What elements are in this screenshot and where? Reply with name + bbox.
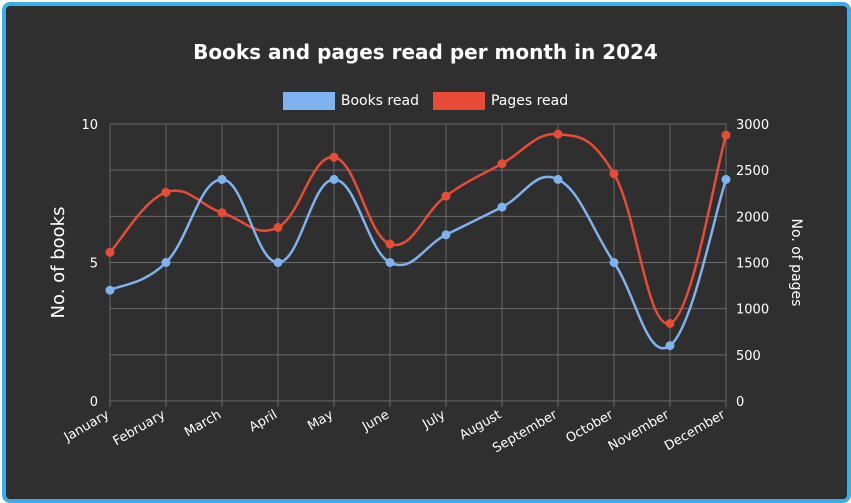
legend-item-books[interactable]: Books read — [282, 92, 419, 110]
legend-label-pages: Pages read — [490, 93, 569, 109]
data-point-books — [441, 230, 451, 240]
y-axis-title-left: No. of books — [48, 207, 69, 319]
data-point-pages — [385, 239, 395, 249]
data-point-books — [217, 174, 227, 184]
y-left-tick-label: 5 — [90, 257, 98, 272]
data-point-books — [329, 174, 339, 184]
data-point-pages — [441, 191, 451, 201]
y-right-tick-label: 3000 — [736, 118, 769, 133]
x-tick-label: September — [490, 407, 560, 456]
data-point-books — [497, 202, 507, 212]
chart-title: Books and pages read per month in 2024 — [193, 40, 658, 64]
data-point-books — [609, 258, 619, 267]
data-point-pages — [497, 159, 507, 169]
data-point-pages — [105, 247, 115, 257]
legend-label-books: Books read — [340, 93, 419, 109]
data-point-pages — [273, 222, 283, 232]
legend: Books read Pages read — [0, 92, 851, 110]
y-right-tick-label: 500 — [736, 349, 761, 364]
data-point-books — [553, 174, 563, 184]
data-point-books — [385, 258, 395, 267]
x-tick-label: August — [457, 407, 504, 443]
x-tick-label: November — [606, 407, 673, 454]
y-left-tick-label: 0 — [90, 395, 98, 410]
data-point-books — [105, 285, 115, 295]
y-left-tick-label: 10 — [81, 118, 98, 133]
data-point-pages — [161, 187, 171, 197]
x-tick-label: March — [182, 407, 224, 440]
x-tick-label: February — [111, 407, 169, 449]
series-line-pages — [109, 132, 728, 325]
y-right-tick-label: 1000 — [736, 303, 769, 318]
x-tick-label: January — [61, 407, 112, 445]
x-tick-label: May — [305, 407, 336, 434]
x-tick-label: April — [247, 407, 280, 435]
y-right-tick-label: 1500 — [736, 257, 769, 272]
data-point-books — [273, 258, 283, 267]
data-point-books — [161, 258, 171, 267]
x-tick-label: December — [662, 407, 728, 454]
legend-swatch-pages — [432, 92, 485, 110]
legend-swatch-books — [282, 92, 335, 110]
data-point-pages — [721, 130, 731, 140]
data-point-pages — [665, 318, 675, 328]
data-point-pages — [217, 208, 227, 218]
data-point-pages — [609, 169, 619, 179]
y-right-tick-label: 2500 — [736, 164, 769, 179]
data-point-pages — [329, 152, 339, 162]
y-right-tick-label: 2000 — [736, 210, 769, 225]
y-right-tick-label: 0 — [736, 395, 744, 410]
legend-item-pages[interactable]: Pages read — [432, 92, 569, 110]
y-axis-title-right: No. of pages — [788, 219, 804, 307]
data-point-books — [665, 341, 675, 351]
x-tick-label: July — [419, 407, 448, 432]
data-point-books — [721, 174, 731, 184]
x-tick-label: June — [359, 407, 392, 435]
data-point-pages — [553, 129, 563, 139]
